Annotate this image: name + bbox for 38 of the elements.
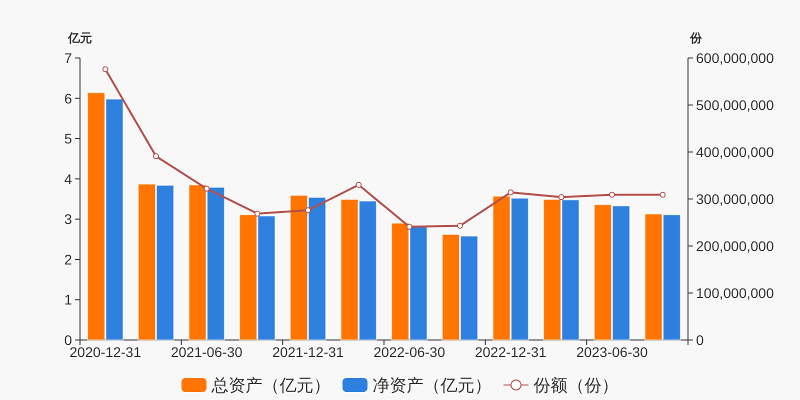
y-tick-label: 4 xyxy=(64,170,72,187)
x-tick-label: 2020-12-31 xyxy=(70,344,142,360)
y2-tick-label: 300,000,000 xyxy=(696,191,774,207)
legend-label: 份额（份） xyxy=(534,376,618,395)
point xyxy=(305,207,311,214)
y-tick-label: 3 xyxy=(64,211,72,228)
point xyxy=(457,222,463,229)
y2-tick-label: 500,000,000 xyxy=(696,97,774,113)
x-tick-label: 2022-12-31 xyxy=(474,344,547,360)
y2-tick-label: 600,000,000 xyxy=(696,50,774,66)
y-tick-label: 1 xyxy=(64,292,72,308)
y2-tick-label: 0 xyxy=(696,332,704,348)
point xyxy=(356,182,362,188)
y2-tick-label: 200,000,000 xyxy=(696,238,774,254)
x-tick-label: 2021-06-30 xyxy=(170,344,243,360)
point xyxy=(508,189,514,196)
y-tick-label: 5 xyxy=(64,130,72,147)
y-tick-label: 0 xyxy=(64,332,72,348)
point xyxy=(660,192,666,198)
y-tick-label: 2 xyxy=(64,251,72,268)
y-axis-title: 亿元 xyxy=(67,31,92,45)
y2-tick-label: 100,000,000 xyxy=(696,285,774,301)
point xyxy=(153,153,159,160)
x-tick-label: 2023-06-30 xyxy=(576,344,648,360)
point xyxy=(406,224,412,230)
point xyxy=(204,186,210,192)
y-tick-label: 6 xyxy=(64,90,72,106)
point xyxy=(558,194,564,200)
y-tick-label: 7 xyxy=(64,50,72,66)
x-tick-label: 2021-12-31 xyxy=(272,344,344,360)
point xyxy=(609,192,615,198)
x-tick-label: 2022-06-30 xyxy=(374,344,446,360)
y2-axis-title: 份 xyxy=(689,31,703,45)
point xyxy=(254,210,260,217)
legend-label: 净资产（亿元） xyxy=(372,376,492,395)
y2-tick-label: 400,000,000 xyxy=(696,144,774,160)
point xyxy=(102,66,108,72)
legend-label: 总资产（亿元） xyxy=(210,376,330,395)
